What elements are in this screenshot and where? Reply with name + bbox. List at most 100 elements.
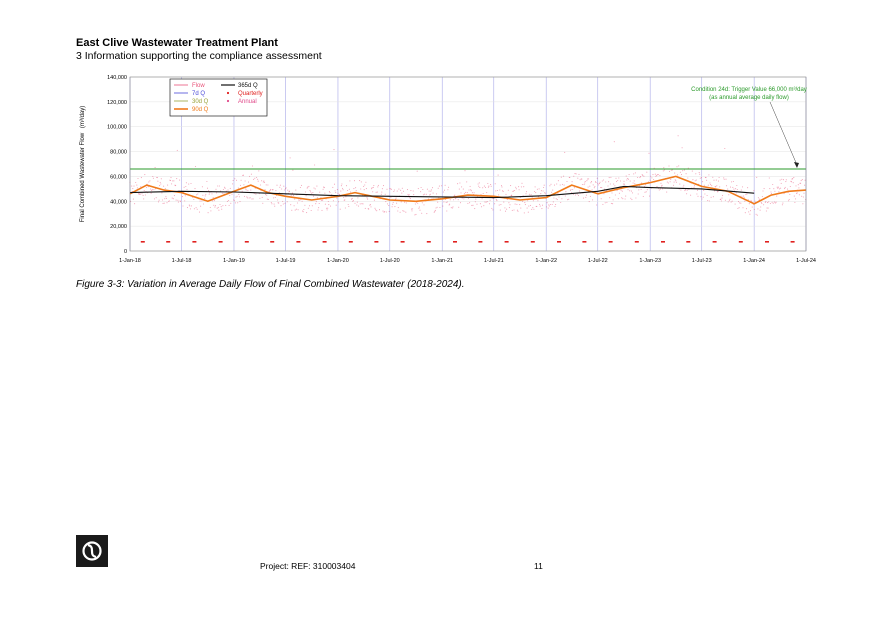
flow-point [245, 189, 247, 191]
flow-point [372, 186, 374, 188]
flow-point [681, 147, 683, 149]
flow-point [297, 209, 299, 211]
flow-point [735, 192, 737, 194]
flow-point [370, 206, 372, 208]
flow-point [767, 207, 769, 209]
flow-point [717, 180, 720, 182]
flow-point [731, 181, 733, 183]
flow-point [234, 202, 236, 204]
flow-point [717, 191, 719, 193]
flow-point [451, 207, 454, 209]
flow-point [420, 191, 422, 193]
flow-point [597, 182, 599, 184]
flow-point [309, 190, 311, 192]
flow-point [296, 202, 299, 204]
flow-point [673, 181, 675, 183]
flow-point [328, 204, 330, 206]
quarterly-marker [192, 241, 197, 243]
flow-point [572, 193, 574, 195]
flow-point [397, 210, 399, 212]
flow-point [749, 210, 752, 212]
flow-point [278, 202, 280, 204]
flow-point [633, 180, 635, 182]
flow-point [157, 201, 160, 203]
flow-point [696, 193, 698, 195]
flow-point [737, 201, 740, 203]
flow-point [524, 202, 526, 204]
flow-point [760, 201, 762, 204]
flow-point [595, 181, 597, 184]
flow-point [564, 195, 566, 197]
flow-point [426, 188, 428, 190]
trigger-annotation-line1: Condition 24d: Trigger Value 66,000 m³/d… [691, 87, 807, 93]
flow-point [669, 181, 671, 183]
flow-point [509, 204, 511, 206]
flow-point [514, 203, 516, 205]
flow-point [792, 178, 794, 180]
x-tick-label: 1-Jan-22 [535, 258, 557, 264]
flow-point [400, 201, 402, 203]
flow-point [523, 212, 525, 214]
flow-point [288, 190, 291, 192]
flow-point [723, 178, 725, 180]
flow-point [574, 173, 576, 175]
flow-point [682, 170, 684, 172]
flow-point [644, 191, 646, 193]
flow-point [266, 198, 268, 200]
flow-point [457, 199, 459, 201]
flow-point [470, 189, 472, 191]
flow-point [477, 183, 479, 185]
flow-point [415, 213, 417, 215]
y-tick-label: 60,000 [110, 174, 127, 180]
flow-point [291, 209, 293, 211]
flow-point [280, 205, 282, 207]
flow-point [276, 184, 278, 186]
flow-point [183, 186, 185, 188]
flow-point [544, 193, 546, 195]
flow-point [186, 188, 188, 190]
flow-point [703, 184, 705, 186]
flow-point [144, 174, 146, 176]
flow-point [602, 203, 604, 205]
flow-point [426, 213, 428, 215]
quarterly-marker [530, 241, 535, 243]
flow-point [441, 185, 443, 187]
x-tick-label: 1-Jan-20 [327, 258, 349, 264]
flow-point [635, 197, 637, 199]
flow-point [719, 186, 721, 188]
flow-point [614, 194, 616, 196]
flow-point [748, 203, 750, 205]
flow-point [465, 191, 467, 193]
flow-point [439, 206, 441, 209]
flow-point [384, 193, 386, 195]
flow-point [258, 170, 260, 172]
flow-point [182, 205, 184, 207]
flow-point [607, 185, 609, 187]
flow-point [395, 197, 397, 199]
flow-point [208, 189, 210, 192]
x-tick-label: 1-Jan-21 [431, 258, 453, 264]
flow-point [680, 174, 683, 176]
x-tick-label: 1-Jan-19 [223, 258, 245, 264]
flow-point [137, 177, 139, 180]
flow-point [237, 202, 239, 204]
flow-point [804, 184, 806, 186]
flow-point [658, 189, 660, 191]
flow-point [279, 184, 281, 186]
flow-point [499, 209, 501, 211]
flow-point [299, 186, 301, 189]
flow-point [652, 174, 654, 176]
flow-point [615, 177, 617, 179]
flow-point [447, 189, 449, 191]
flow-point [333, 149, 335, 151]
flow-point [541, 208, 543, 210]
flow-point [372, 191, 374, 193]
flow-point [514, 189, 516, 192]
flow-point [768, 201, 770, 203]
flow-point [479, 203, 481, 205]
flow-point [804, 179, 806, 181]
flow-point [311, 192, 313, 194]
flow-point [741, 195, 743, 197]
flow-point [525, 191, 528, 193]
flow-point [222, 205, 224, 207]
